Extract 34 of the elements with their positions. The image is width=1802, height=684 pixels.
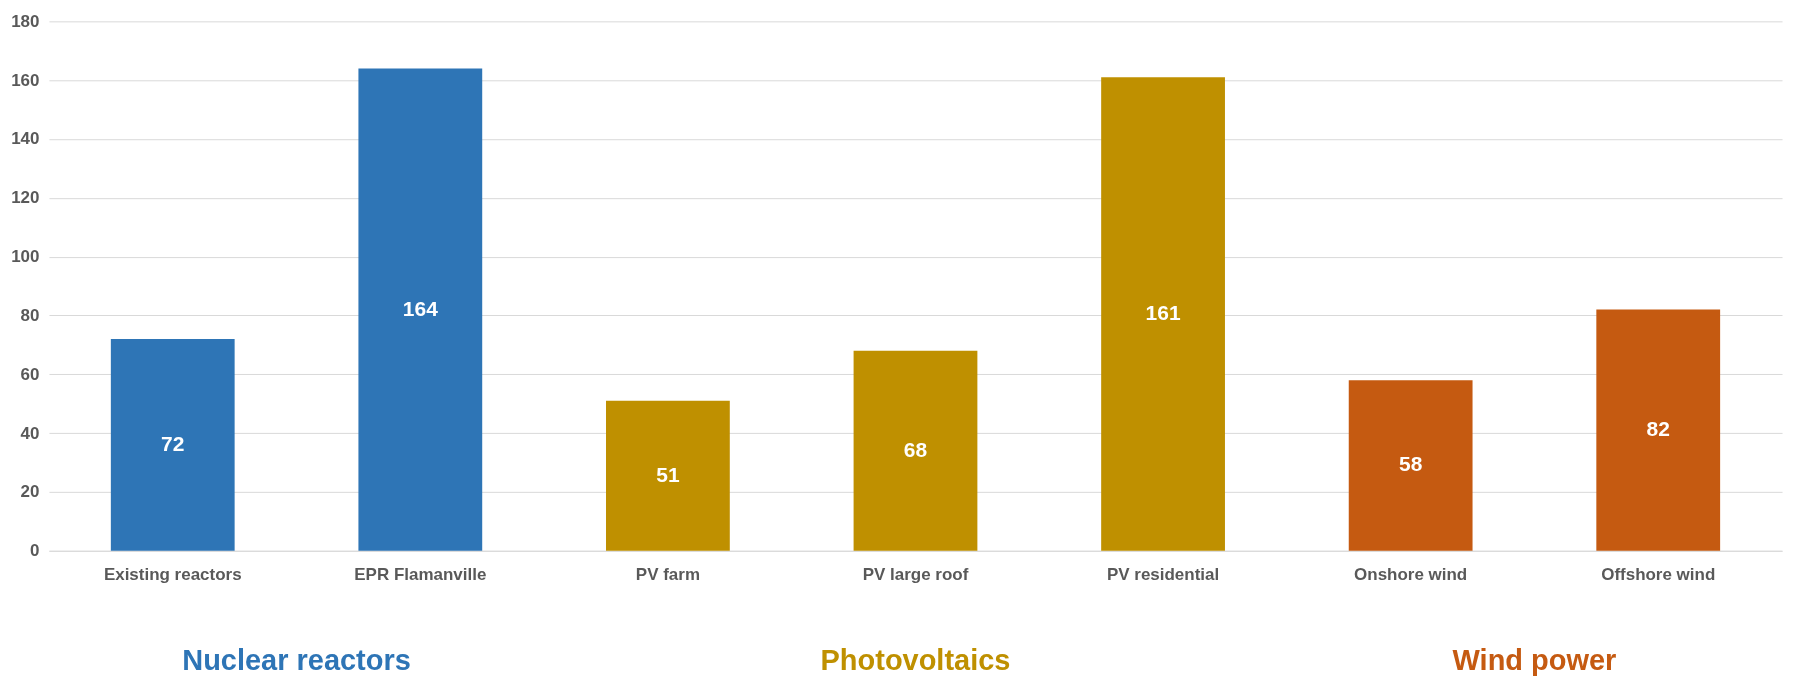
bar	[1101, 77, 1225, 551]
bar	[358, 68, 483, 551]
bar	[853, 350, 978, 551]
y-tick-label: 140	[11, 129, 40, 149]
data-label: 82	[1646, 417, 1670, 441]
text: Wind power	[1452, 643, 1617, 676]
y-tick-label: 180	[11, 11, 40, 31]
x-tick-label: EPR Flamanville	[354, 565, 487, 585]
x-tick-label: PV residential	[1106, 565, 1220, 585]
data-label: 51	[656, 462, 680, 486]
y-tick-label: 100	[11, 247, 40, 267]
text: Nuclear reactors	[182, 643, 411, 676]
data-label: 68	[903, 437, 928, 461]
x-tick-label: Offshore wind	[1601, 565, 1716, 585]
bar	[1348, 380, 1473, 551]
y-tick-label: 60	[20, 364, 40, 384]
x-tick-label: PV large roof	[862, 565, 969, 585]
bar	[606, 400, 730, 551]
bar	[110, 339, 235, 551]
data-label: 58	[1398, 452, 1423, 476]
text: Photovoltaics	[820, 643, 1011, 676]
data-label: 72	[161, 431, 185, 455]
y-tick-label: 160	[11, 70, 40, 90]
y-tick-label: 20	[20, 482, 40, 502]
data-label: 164	[402, 296, 439, 320]
x-tick-label: Onshore wind	[1354, 565, 1468, 585]
x-tick-label: Existing reactors	[103, 565, 242, 585]
y-tick-label: 80	[20, 305, 40, 325]
y-tick-label: 40	[20, 423, 40, 443]
data-label: 161	[1145, 301, 1181, 324]
y-tick-label: 120	[11, 188, 40, 208]
bar	[1596, 309, 1721, 551]
y-tick-label: 0	[30, 541, 40, 561]
x-tick-label: PV farm	[635, 565, 700, 585]
